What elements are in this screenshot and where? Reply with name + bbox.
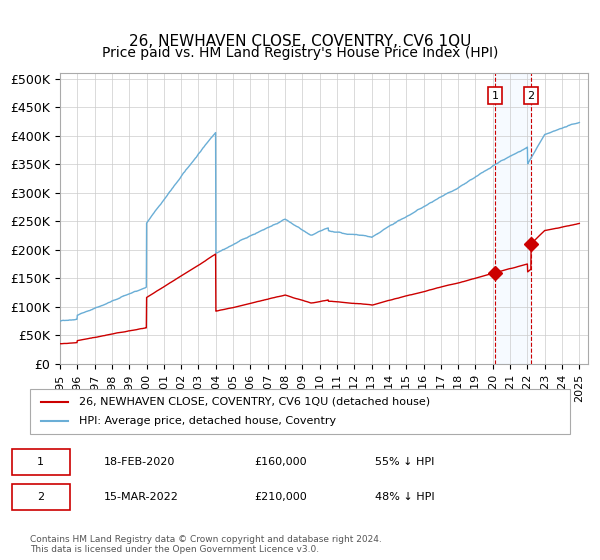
Text: Contains HM Land Registry data © Crown copyright and database right 2024.
This d: Contains HM Land Registry data © Crown c… (30, 535, 382, 554)
Text: 2: 2 (37, 492, 44, 502)
Text: HPI: Average price, detached house, Coventry: HPI: Average price, detached house, Cove… (79, 417, 336, 427)
Text: 2: 2 (527, 91, 535, 101)
Text: 26, NEWHAVEN CLOSE, COVENTRY, CV6 1QU: 26, NEWHAVEN CLOSE, COVENTRY, CV6 1QU (129, 35, 471, 49)
Text: 26, NEWHAVEN CLOSE, COVENTRY, CV6 1QU (detached house): 26, NEWHAVEN CLOSE, COVENTRY, CV6 1QU (d… (79, 396, 430, 407)
Text: Price paid vs. HM Land Registry's House Price Index (HPI): Price paid vs. HM Land Registry's House … (102, 46, 498, 60)
Text: 1: 1 (491, 91, 499, 101)
Text: £160,000: £160,000 (254, 457, 307, 467)
FancyBboxPatch shape (30, 389, 570, 434)
Text: £210,000: £210,000 (254, 492, 307, 502)
Text: 18-FEB-2020: 18-FEB-2020 (104, 457, 176, 467)
Text: 1: 1 (37, 457, 44, 467)
Text: 55% ↓ HPI: 55% ↓ HPI (375, 457, 434, 467)
Text: 15-MAR-2022: 15-MAR-2022 (104, 492, 179, 502)
Bar (495, 73, 531, 364)
FancyBboxPatch shape (12, 449, 70, 475)
Text: 48% ↓ HPI: 48% ↓ HPI (375, 492, 434, 502)
FancyBboxPatch shape (12, 484, 70, 510)
